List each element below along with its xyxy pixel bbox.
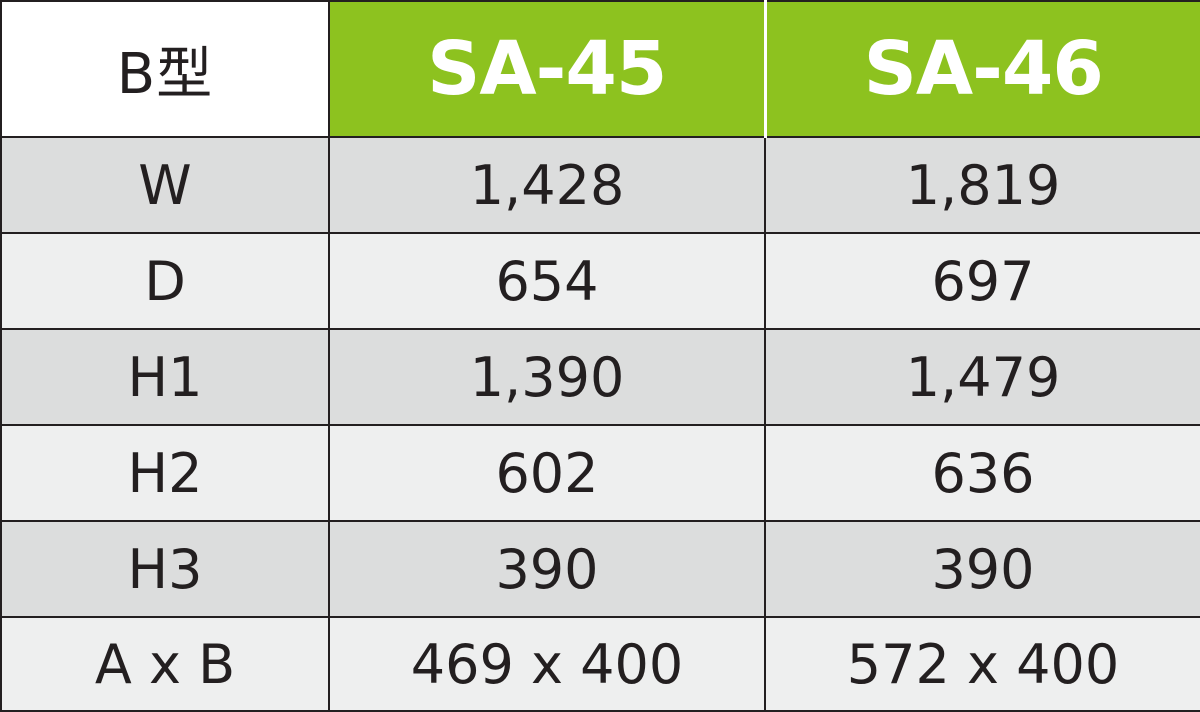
table-cell: 1,819 — [764, 136, 1200, 234]
table-cell: 1,390 — [328, 328, 766, 426]
row-label: D — [0, 232, 330, 330]
table-row: D 654 697 — [0, 232, 1200, 330]
table-cell: 1,428 — [328, 136, 766, 234]
table-row: W 1,428 1,819 — [0, 136, 1200, 234]
table-cell: 1,479 — [764, 328, 1200, 426]
table-cell: 390 — [328, 520, 766, 618]
row-label: H2 — [0, 424, 330, 522]
model-header-sa-46: SA-46 — [764, 0, 1200, 138]
table-row: H1 1,390 1,479 — [0, 328, 1200, 426]
header-row: B型 SA-45 SA-46 — [0, 0, 1200, 138]
table-row: H3 390 390 — [0, 520, 1200, 618]
type-label: B型 — [0, 0, 330, 138]
table-cell: 654 — [328, 232, 766, 330]
table-row: H2 602 636 — [0, 424, 1200, 522]
row-label: A x B — [0, 616, 330, 712]
table-cell: 636 — [764, 424, 1200, 522]
row-label: H1 — [0, 328, 330, 426]
table-cell: 390 — [764, 520, 1200, 618]
table-cell: 469 x 400 — [328, 616, 766, 712]
row-label: H3 — [0, 520, 330, 618]
table-cell: 572 x 400 — [764, 616, 1200, 712]
row-label: W — [0, 136, 330, 234]
table-row: A x B 469 x 400 572 x 400 — [0, 616, 1200, 712]
table-cell: 697 — [764, 232, 1200, 330]
model-header-sa-45: SA-45 — [328, 0, 767, 138]
table-cell: 602 — [328, 424, 766, 522]
